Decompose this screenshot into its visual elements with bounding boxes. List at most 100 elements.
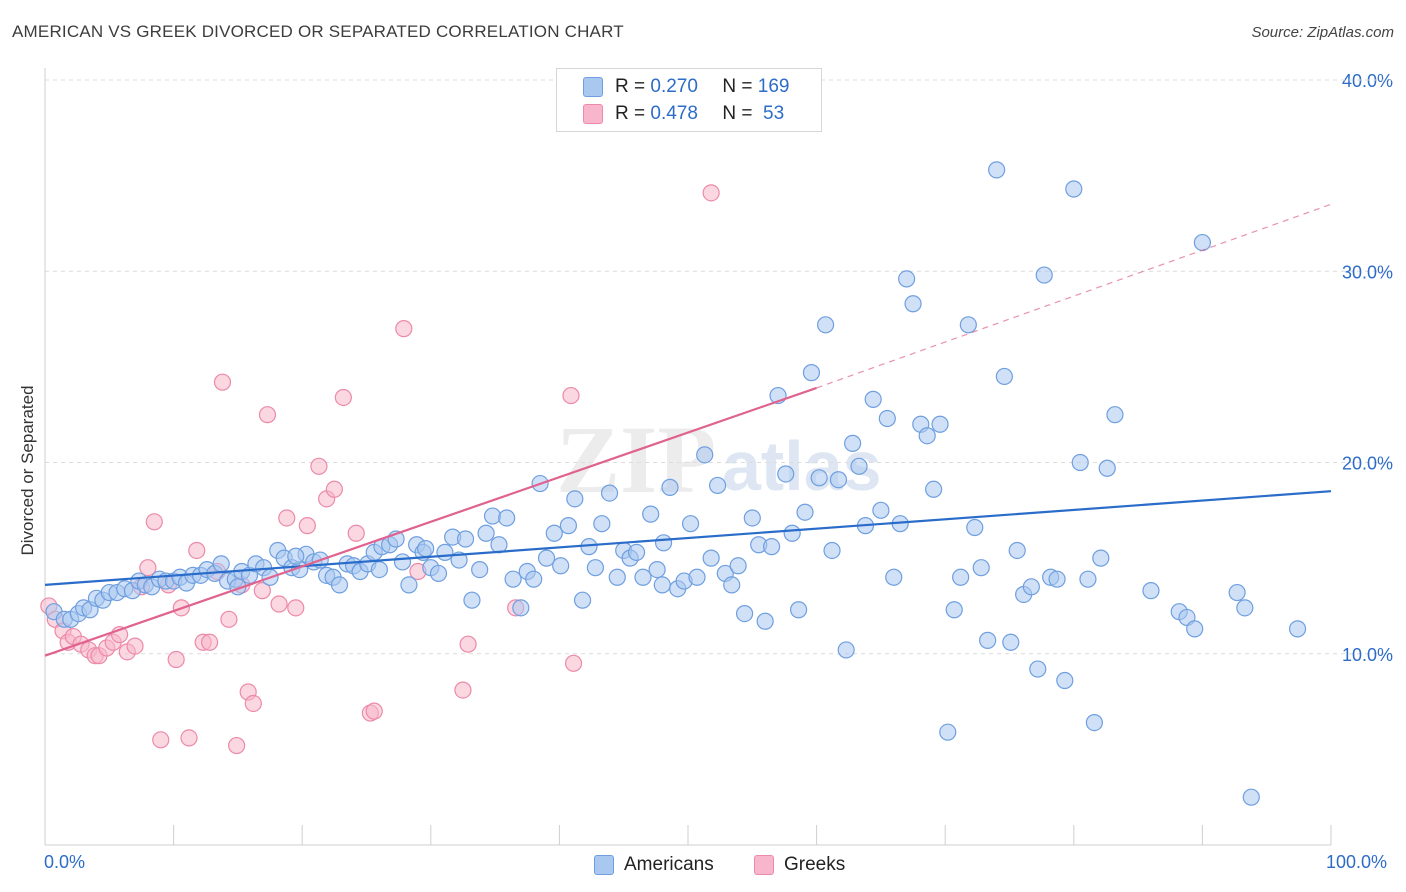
american-point [1186, 620, 1204, 638]
correlation-legend: R = 0.270 N = 169 R = 0.478 N = 53 [556, 68, 822, 132]
greeks-legend-label: Greeks [784, 854, 846, 875]
american-point [966, 518, 984, 537]
x-axis-max-label: 100.0% [1326, 852, 1388, 872]
american-point [885, 568, 903, 586]
american-point [1008, 541, 1026, 560]
american-point [593, 515, 611, 533]
american-point [925, 480, 943, 498]
american-point [559, 517, 578, 535]
american-point [1193, 233, 1212, 252]
american-point [330, 576, 349, 594]
american-point [498, 509, 516, 527]
americans-legend-label: Americans [624, 854, 714, 875]
american-point [878, 409, 896, 428]
legend-n-value: 53 [757, 103, 785, 124]
american-point [456, 530, 475, 548]
american-point [729, 557, 747, 575]
american-point [653, 576, 671, 594]
american-point [642, 505, 660, 523]
american-point [829, 471, 848, 489]
american-point [627, 543, 646, 561]
y-tick-label: 40.0% [1342, 71, 1393, 91]
american-point [688, 568, 706, 586]
american-point [939, 723, 957, 741]
american-point [1002, 633, 1020, 651]
american-point [566, 490, 584, 508]
y-axis-label: Divorced or Separated [18, 385, 37, 555]
american-point [918, 427, 936, 445]
greek-point [454, 681, 472, 699]
american-point [545, 524, 563, 542]
american-point [872, 501, 890, 519]
american-point [1056, 671, 1074, 690]
american-point [931, 415, 949, 433]
american-point [823, 541, 841, 560]
american-point [972, 559, 990, 577]
legend-row-americans: R = 0.270 N = 169 [583, 75, 789, 99]
legend-r-label: R = [615, 76, 651, 97]
greeks-trend-line [44, 386, 817, 657]
american-point [1079, 570, 1097, 588]
legend-n-label: N = [722, 103, 758, 124]
american-point [1106, 406, 1124, 424]
greeks-swatch [583, 104, 603, 124]
greek-point [278, 509, 296, 527]
american-point [1065, 180, 1083, 198]
american-point [756, 612, 774, 630]
y-tick-label: 20.0% [1342, 454, 1393, 474]
american-point [1022, 578, 1040, 596]
greeks-trend-line-extension [816, 203, 1332, 389]
legend-n-value: 169 [757, 76, 790, 97]
american-point [483, 507, 502, 525]
american-point [952, 568, 970, 586]
americans-legend-swatch [594, 855, 614, 875]
american-point [735, 604, 754, 623]
american-point [573, 591, 592, 609]
american-point [783, 524, 801, 542]
american-point [796, 503, 814, 521]
american-point [1048, 570, 1066, 588]
american-point [864, 390, 882, 408]
american-point [762, 538, 781, 556]
legend-r-value: 0.270 [650, 76, 698, 97]
american-point [904, 295, 922, 313]
american-point [837, 641, 855, 659]
legend-r-label: R = [615, 103, 651, 124]
american-point [988, 161, 1006, 179]
american-point [1071, 453, 1089, 472]
greek-point [253, 582, 271, 600]
american-point [436, 543, 454, 561]
greek-point [325, 480, 343, 498]
american-point [1092, 549, 1110, 567]
greek-point [270, 595, 288, 613]
legend-greeks: Greeks [754, 852, 845, 878]
greek-point [298, 517, 316, 535]
american-point [702, 549, 720, 567]
american-point [708, 476, 727, 495]
americans-trend-line [44, 490, 1332, 586]
american-point [1242, 788, 1260, 806]
greek-point [167, 650, 185, 669]
american-point [1288, 620, 1307, 638]
x-axis-min-label: 0.0% [44, 852, 86, 872]
legend-n-label: N = [722, 76, 758, 97]
greek-point [334, 388, 352, 407]
greek-point [562, 386, 580, 405]
american-point [1085, 713, 1103, 732]
american-point [600, 484, 619, 502]
american-point [723, 576, 741, 594]
american-point [586, 559, 605, 577]
american-point [471, 560, 489, 579]
american-point [810, 469, 828, 487]
american-point [608, 568, 626, 586]
greek-point [145, 513, 163, 531]
greek-point [139, 559, 157, 577]
greek-point [180, 729, 198, 747]
american-point [429, 564, 448, 583]
american-point [1142, 582, 1160, 600]
y-tick-label: 30.0% [1342, 262, 1393, 282]
greek-point [287, 599, 305, 617]
american-point [287, 547, 305, 565]
greek-point [395, 320, 413, 338]
american-point [1035, 266, 1053, 284]
